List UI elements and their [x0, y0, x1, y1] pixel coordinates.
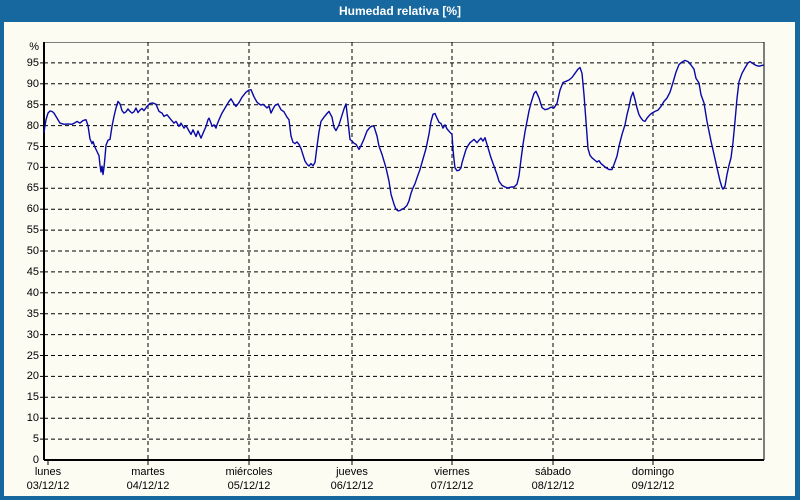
day-date-label: 08/12/12: [531, 480, 575, 492]
x-axis-day-label: jueves 06/12/12: [307, 466, 397, 493]
day-date-label: 05/12/12: [227, 480, 271, 492]
y-axis-label: 40: [26, 286, 39, 299]
y-axis-label: 95: [26, 56, 39, 69]
x-axis-day-label: domingo 09/12/12: [608, 466, 698, 493]
y-axis-label: 10: [26, 412, 39, 425]
day-date-label: 06/12/12: [330, 480, 374, 492]
day-date-label: 04/12/12: [126, 480, 170, 492]
title-bar: Humedad relativa [%]: [4, 0, 795, 22]
day-name-label: domingo: [631, 466, 675, 478]
y-axis-label: 75: [26, 140, 39, 153]
day-name-label: jueves: [336, 466, 368, 478]
y-axis-label: 50: [26, 245, 39, 257]
y-axis-label: 30: [26, 328, 39, 341]
day-date-label: 09/12/12: [631, 480, 675, 492]
y-axis-label: 15: [26, 391, 39, 404]
y-axis-label: 60: [26, 203, 39, 216]
y-axis-label: 90: [26, 77, 39, 90]
y-axis-label: 5: [32, 433, 39, 446]
day-name-label: sábado: [534, 466, 572, 478]
day-name-label: martes: [131, 466, 165, 478]
y-axis-label: 35: [26, 307, 39, 320]
x-axis-day-label: martes 04/12/12: [103, 466, 193, 493]
day-name-label: viernes: [434, 466, 470, 478]
day-name-label: miércoles: [225, 466, 273, 478]
y-axis-unit-label: %: [29, 41, 39, 53]
y-axis-label: 70: [26, 161, 39, 174]
chart-title: Humedad relativa [%]: [338, 4, 462, 18]
humidity-line-chart: [40, 42, 765, 465]
y-axis-label: 25: [26, 349, 39, 362]
y-axis-label: 20: [26, 370, 39, 383]
x-axis-day-label: viernes 07/12/12: [407, 466, 497, 493]
day-date-label: 03/12/12: [26, 480, 70, 492]
y-axis-label: 0: [32, 454, 39, 466]
y-axis-label: 45: [26, 265, 39, 278]
x-axis-day-label: lunes 03/12/12: [4, 466, 93, 493]
y-axis-label: 55: [26, 224, 39, 237]
x-axis-day-label: sábado 08/12/12: [508, 466, 598, 493]
humidity-series-line: [43, 59, 765, 212]
y-axis-label: 80: [26, 119, 39, 132]
y-axis-label: 85: [26, 98, 39, 111]
day-date-label: 07/12/12: [430, 480, 474, 492]
x-axis-day-label: miércoles 05/12/12: [204, 466, 294, 493]
y-axis-label: 65: [26, 182, 39, 195]
day-name-label: lunes: [34, 466, 62, 478]
